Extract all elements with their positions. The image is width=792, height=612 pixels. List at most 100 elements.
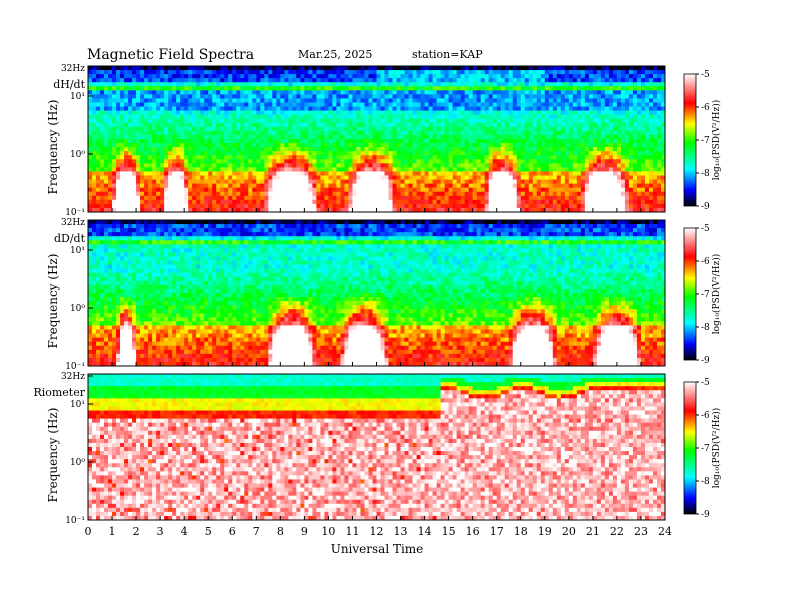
heatmap-cell	[320, 183, 325, 189]
heatmap-cell	[124, 66, 129, 71]
heatmap-cell	[504, 90, 510, 95]
heatmap-cell	[540, 187, 546, 193]
heatmap-cell	[440, 191, 446, 197]
heatmap-cell	[448, 175, 454, 180]
heatmap-cell	[548, 139, 554, 144]
heatmap-cell	[592, 179, 598, 185]
heatmap-cell	[352, 163, 357, 168]
heatmap-cell	[244, 139, 249, 144]
heatmap-cell	[360, 90, 365, 95]
heatmap-cell	[508, 139, 514, 144]
heatmap-cell	[300, 143, 305, 148]
heatmap-cell	[148, 155, 153, 160]
heatmap-cell	[220, 203, 225, 209]
heatmap-cell	[124, 134, 129, 140]
heatmap-cell	[344, 114, 349, 120]
heatmap-cell	[232, 86, 237, 91]
heatmap-cell	[280, 70, 285, 75]
heatmap-cell	[156, 147, 161, 152]
heatmap-cell	[300, 134, 305, 140]
heatmap-cell	[356, 102, 361, 107]
heatmap-cell	[608, 195, 614, 201]
heatmap-cell	[220, 110, 225, 116]
heatmap-cell	[356, 126, 361, 132]
heatmap-cell	[484, 187, 490, 193]
heatmap-cell	[176, 139, 181, 144]
heatmap-cell	[244, 175, 249, 180]
heatmap-cell	[568, 134, 574, 140]
heatmap-cell	[376, 207, 381, 213]
heatmap-cell	[252, 167, 257, 172]
heatmap-cell	[372, 78, 377, 83]
heatmap-cell	[376, 86, 381, 91]
heatmap-cell	[236, 94, 241, 99]
heatmap-cell	[204, 167, 209, 172]
heatmap-cell	[240, 191, 245, 197]
heatmap-cell	[424, 159, 429, 164]
heatmap-cell	[332, 106, 337, 112]
heatmap-cell	[292, 183, 297, 189]
heatmap-cell	[400, 106, 405, 112]
heatmap-cell	[184, 122, 189, 128]
heatmap-cell	[196, 90, 201, 95]
heatmap-cell	[264, 114, 269, 120]
heatmap-cell	[316, 98, 321, 103]
heatmap-cell	[404, 98, 409, 103]
heatmap-cell	[556, 199, 562, 205]
heatmap-cell	[632, 70, 638, 75]
heatmap-cell	[348, 183, 353, 189]
heatmap-cell	[236, 106, 241, 112]
heatmap-cell	[532, 130, 538, 136]
heatmap-cell	[244, 82, 249, 87]
heatmap-cell	[248, 102, 253, 107]
heatmap-cell	[536, 130, 542, 136]
heatmap-cell	[552, 147, 558, 152]
heatmap-cell	[616, 171, 622, 176]
heatmap-cell	[288, 151, 293, 156]
heatmap-cell	[512, 175, 518, 180]
heatmap-cell	[216, 78, 221, 83]
heatmap-cell	[356, 94, 361, 99]
heatmap-cell	[580, 191, 586, 197]
heatmap-cell	[248, 191, 253, 197]
heatmap-cell	[296, 86, 301, 91]
heatmap-cell	[224, 106, 229, 112]
heatmap-cell	[448, 122, 454, 128]
heatmap-cell	[448, 130, 454, 136]
heatmap-cell	[528, 134, 534, 140]
heatmap-cell	[196, 187, 201, 193]
heatmap-cell	[124, 102, 129, 107]
heatmap-cell	[624, 114, 630, 120]
heatmap-cell	[204, 106, 209, 112]
heatmap-cell	[616, 134, 622, 140]
heatmap-cell	[276, 171, 281, 176]
heatmap-cell	[404, 90, 409, 95]
heatmap-cell	[588, 102, 594, 107]
heatmap-cell	[416, 187, 421, 193]
heatmap-cell	[396, 98, 401, 103]
heatmap-cell	[524, 114, 530, 120]
heatmap-cell	[628, 183, 634, 189]
heatmap-cell	[340, 171, 345, 176]
heatmap-cell	[460, 134, 466, 140]
heatmap-cell	[568, 151, 574, 156]
heatmap-cell	[120, 66, 125, 71]
heatmap-cell	[636, 102, 642, 107]
heatmap-cell	[200, 151, 205, 156]
heatmap-cell	[452, 179, 458, 185]
heatmap-cell	[324, 118, 329, 124]
heatmap-cell	[420, 143, 425, 148]
heatmap-cell	[416, 171, 421, 176]
heatmap-cell	[344, 66, 349, 71]
heatmap-cell	[456, 130, 462, 136]
heatmap-cell	[348, 86, 353, 91]
heatmap-cell	[352, 74, 357, 79]
heatmap-cell	[360, 159, 365, 164]
heatmap-cell	[404, 183, 409, 189]
heatmap-cell	[356, 139, 361, 144]
heatmap-cell	[580, 195, 586, 201]
heatmap-cell	[248, 171, 253, 176]
heatmap-cell	[628, 147, 634, 152]
heatmap-cell	[472, 70, 478, 75]
heatmap-cell	[88, 86, 93, 91]
